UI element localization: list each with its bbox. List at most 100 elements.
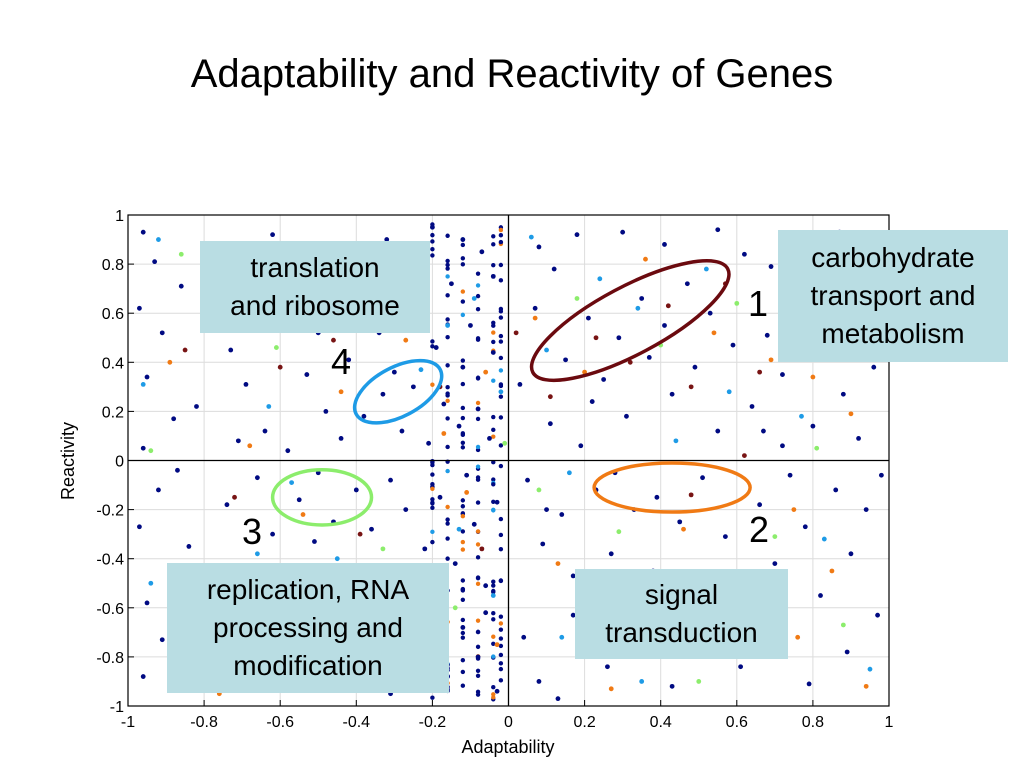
data-point [445,258,450,264]
data-point [498,278,504,283]
data-point [475,400,481,406]
y-tick-label: -0.2 [96,503,124,520]
annotation-translation-ribosome: translation and ribosome [200,241,430,333]
data-point [323,409,329,414]
tick-labels: -1 -0.8 -0.6 -0.4 -0.2 0 0.2 0.4 0.6 0.8 1 -1 -0.8 -0… [96,208,893,731]
y-tick-label: 1 [115,208,124,225]
data-point [498,415,504,420]
data-point [460,635,466,640]
data-point [491,634,496,639]
data-point [525,477,530,483]
data-point [460,405,466,411]
data-point [498,382,504,387]
data-point [300,512,306,517]
data-point [487,436,492,441]
data-point [715,428,721,434]
data-point [551,266,557,272]
data-point [513,330,519,336]
data-point [460,358,466,363]
data-point [491,579,496,584]
data-point [742,251,747,257]
data-point [605,664,610,670]
data-point [829,568,835,574]
data-point [460,625,466,630]
data-point [547,394,553,400]
data-point [232,494,237,500]
data-point [475,444,481,450]
data-point [517,381,523,387]
data-point [491,684,496,690]
data-point [171,416,177,422]
data-point [460,289,466,294]
y-tick-label: 0.8 [102,257,124,274]
data-point [140,229,146,235]
data-point [224,502,230,508]
data-point [159,637,165,643]
data-point [536,679,542,684]
region-number-2: 2 [749,509,770,550]
data-point [273,345,279,350]
data-point [445,385,450,390]
data-point [555,561,561,567]
data-point [544,507,549,512]
data-point [681,526,686,532]
data-point [430,253,435,258]
data-point [491,610,496,616]
data-point [445,504,450,510]
data-point [475,668,481,674]
data-point [521,634,527,640]
data-point [498,339,504,344]
data-point [460,657,466,663]
annotation-carbohydrate-metabolism: carbohydrate transport and metabolism [778,230,1008,362]
data-point [646,354,652,360]
data-point [475,475,481,480]
data-point [471,296,477,301]
x-tick-label: 0.4 [650,714,672,731]
data-point [601,377,607,382]
data-point [430,247,435,252]
data-point [430,695,435,700]
data-point [570,612,576,618]
data-point [863,683,869,689]
data-point [498,355,504,361]
annotation-replication-rna: replication, RNA processing and modifica… [167,563,449,693]
data-point [688,384,694,390]
data-point [464,472,470,478]
data-point [483,610,489,616]
data-point [475,673,481,678]
annotation-signal-transduction: signal transduction [575,569,788,659]
y-tick-label: -0.8 [96,650,124,667]
x-tick-label: 0.8 [802,714,824,731]
data-point [491,508,496,513]
data-point [460,312,466,318]
data-point [445,293,450,298]
data-point [586,315,591,321]
data-point [490,273,496,279]
data-point [757,369,763,375]
data-point [738,664,744,670]
data-point [498,463,504,469]
data-point [285,448,291,454]
data-point [430,232,435,238]
data-point [475,644,481,650]
data-points [137,222,884,702]
data-point [540,541,546,547]
data-point [878,472,884,478]
data-point [475,629,481,635]
data-point [266,404,272,409]
x-tick-label: 0.2 [573,714,595,731]
data-point [627,359,633,365]
data-point [254,475,260,481]
data-point [494,642,500,648]
data-point [445,556,450,561]
data-point [799,413,804,419]
data-point [844,649,850,655]
data-point [764,332,770,338]
x-tick-label: -0.4 [343,714,371,731]
data-point [833,487,839,493]
data-point [498,678,504,683]
data-point [810,374,816,380]
data-point [140,381,146,387]
data-point [460,381,466,387]
data-point [262,428,268,434]
